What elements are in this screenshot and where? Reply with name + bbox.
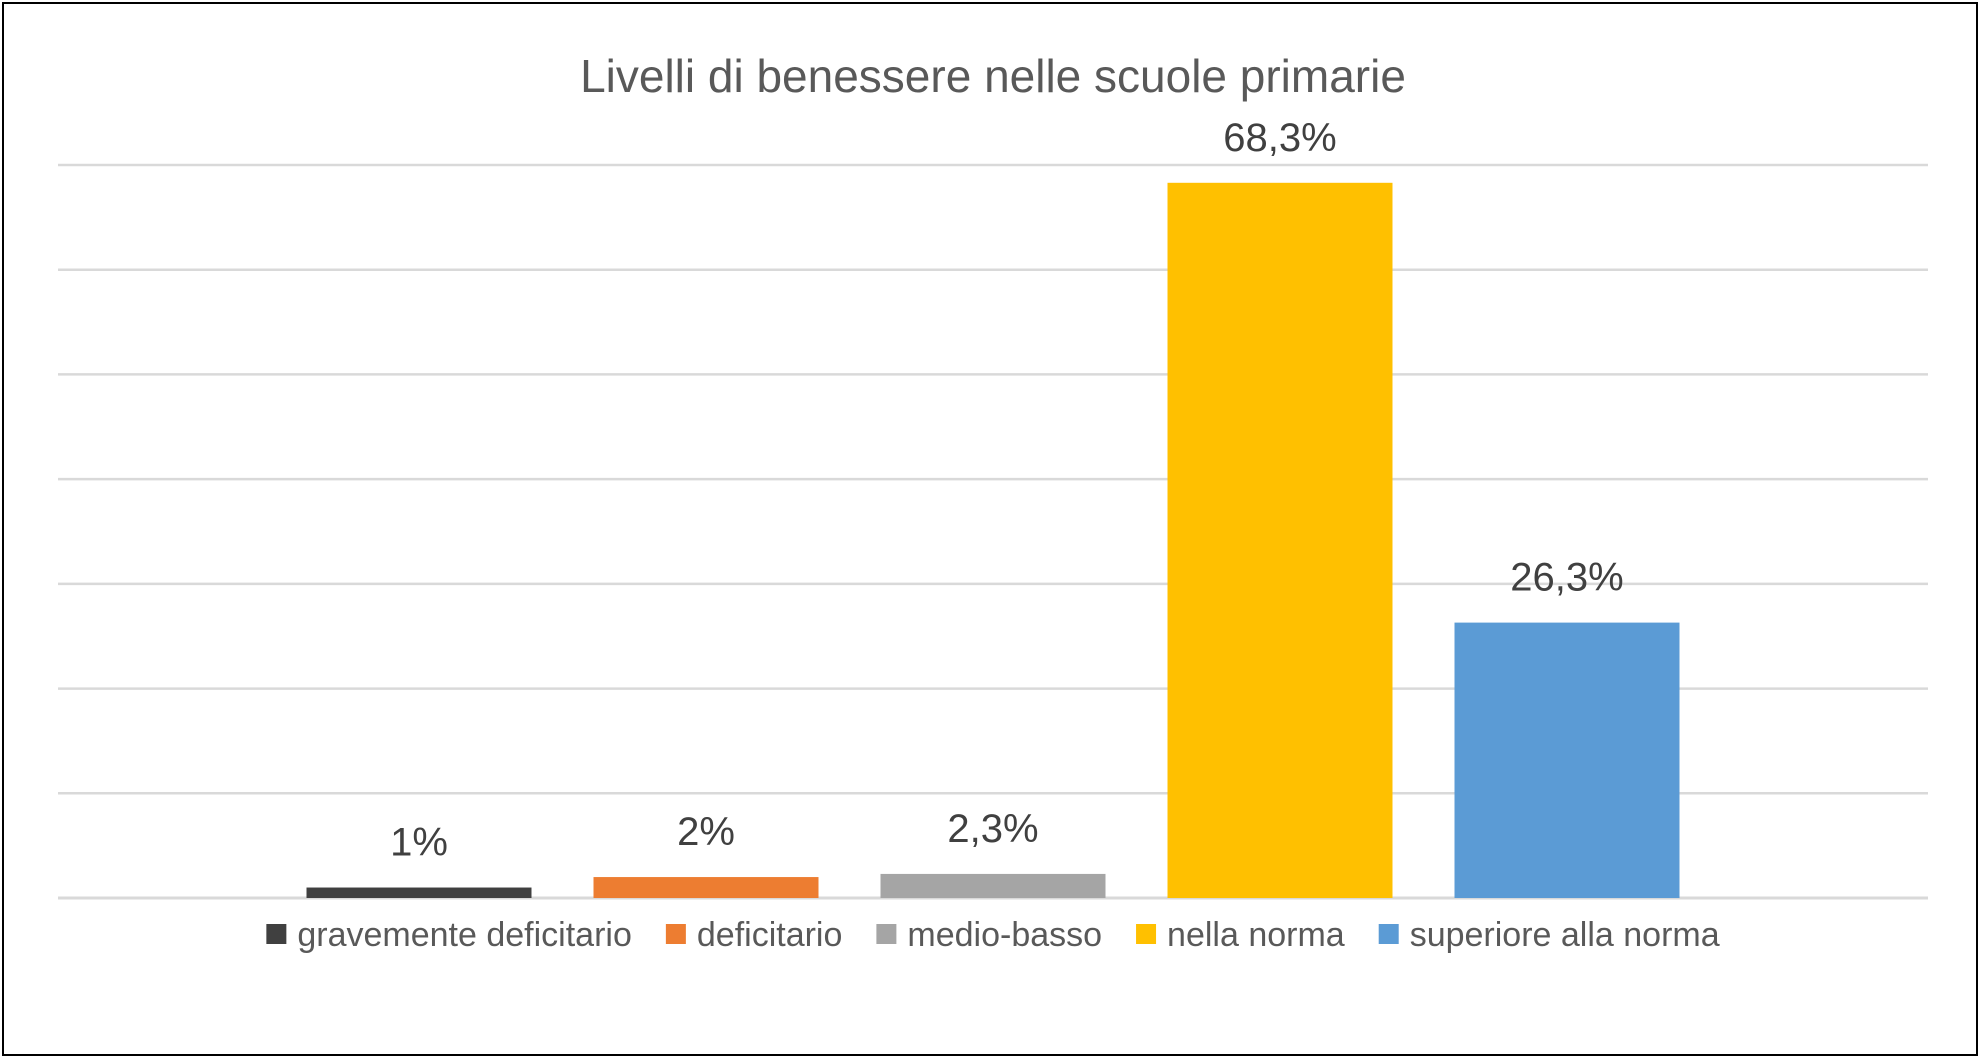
legend-swatch [1136, 924, 1157, 944]
bar-superiore-alla-norma [1454, 622, 1680, 898]
legend-label: superiore alla norma [1410, 916, 1720, 954]
bar-medio-basso [880, 873, 1106, 898]
legend-swatch [266, 924, 287, 944]
legend-label: gravemente deficitario [297, 916, 632, 954]
legend-item: deficitario [665, 916, 843, 954]
data-labels: 1% 2% 2,3% 68,3% 26,3% [390, 116, 1624, 865]
legend-label: deficitario [697, 916, 843, 954]
legend-label: nella norma [1167, 916, 1345, 954]
data-label: 26,3% [1510, 556, 1623, 600]
bar-gravemente-deficitario [306, 887, 532, 898]
data-label: 2,3% [947, 807, 1038, 851]
legend-item: superiore alla norma [1378, 916, 1720, 954]
data-label: 68,3% [1223, 116, 1336, 160]
legend-label: medio-basso [907, 916, 1102, 954]
legend: gravemente deficitario deficitario medio-b… [266, 916, 1720, 954]
chart-title: Livelli di benessere nelle scuole primar… [580, 50, 1406, 102]
legend-item: gravemente deficitario [266, 916, 632, 954]
bar-deficitario [593, 877, 819, 898]
bars [306, 182, 1680, 899]
data-label: 1% [390, 821, 448, 865]
legend-swatch [1378, 924, 1399, 944]
bar-chart: Livelli di benessere nelle scuole primar… [58, 50, 1928, 954]
data-label: 2% [677, 810, 735, 854]
legend-item: nella norma [1136, 916, 1345, 954]
legend-swatch [665, 924, 686, 944]
bar-nella-norma [1167, 182, 1393, 899]
legend-swatch [876, 924, 897, 944]
legend-item: medio-basso [876, 916, 1102, 954]
